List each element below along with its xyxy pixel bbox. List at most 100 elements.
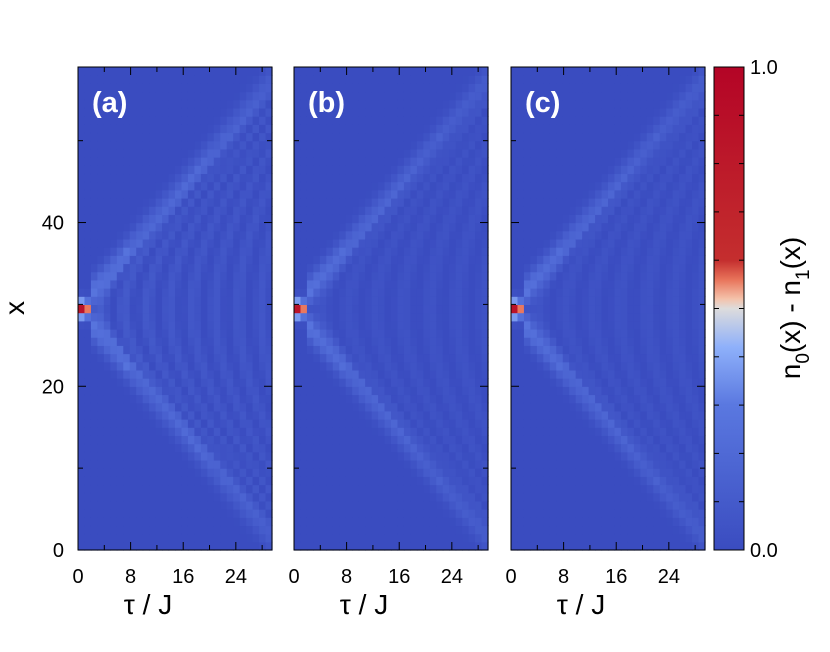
heatmap-cell — [384, 369, 392, 379]
heatmap-cell — [588, 386, 596, 396]
heatmap-cell — [84, 91, 92, 101]
heatmap-cell — [481, 541, 489, 551]
heatmap-cell — [614, 91, 622, 101]
heatmap-cell — [449, 337, 457, 346]
heatmap-cell — [246, 386, 254, 396]
heatmap-cell — [562, 468, 570, 477]
heatmap-cell — [300, 230, 308, 240]
heatmap-cell — [442, 320, 450, 330]
heatmap-cell — [239, 320, 247, 330]
heatmap-cell — [595, 157, 603, 166]
heatmap-cell — [326, 402, 334, 412]
heatmap-cell — [123, 206, 131, 215]
heatmap-cell — [123, 312, 131, 322]
heatmap-cell — [410, 345, 418, 355]
heatmap-cell — [543, 116, 551, 125]
heatmap-cell — [97, 451, 105, 461]
heatmap-cell — [123, 91, 131, 101]
heatmap-cell — [84, 459, 92, 469]
heatmap-cell — [633, 247, 641, 256]
heatmap-cell — [97, 124, 105, 134]
heatmap-cell — [90, 451, 98, 461]
heatmap-cell — [306, 345, 314, 355]
heatmap-cell — [233, 222, 241, 232]
heatmap-cell — [384, 206, 392, 215]
heatmap-cell — [633, 410, 641, 420]
heatmap-cell — [300, 165, 308, 175]
heatmap-cell — [155, 279, 163, 289]
heatmap-cell — [213, 173, 221, 183]
heatmap-cell — [246, 263, 254, 273]
heatmap-cell — [149, 140, 157, 150]
heatmap-cell — [142, 500, 150, 510]
heatmap-cell — [481, 304, 489, 314]
heatmap-cell — [530, 271, 538, 281]
heatmap-cell — [200, 394, 208, 404]
heatmap-cell — [162, 509, 170, 518]
heatmap-cell — [378, 533, 386, 543]
heatmap-cell — [313, 247, 321, 256]
heatmap-cell — [332, 279, 340, 289]
heatmap-cell — [168, 402, 176, 412]
heatmap-cell — [300, 345, 308, 355]
heatmap-cell — [194, 427, 202, 436]
heatmap-cell — [226, 189, 234, 199]
heatmap-cell — [306, 492, 314, 502]
heatmap-cell — [319, 99, 327, 109]
heatmap-cell — [384, 181, 392, 191]
heatmap-cell — [614, 124, 622, 134]
heatmap-cell — [345, 132, 353, 142]
heatmap-cell — [116, 378, 124, 387]
heatmap-cell — [595, 197, 603, 207]
heatmap-cell — [429, 107, 437, 117]
heatmap-cell — [646, 459, 654, 469]
heatmap-cell — [123, 492, 131, 502]
heatmap-cell — [313, 206, 321, 215]
heatmap-cell — [358, 386, 366, 396]
panel-b-xtick-labels: 0 8 16 24 — [288, 566, 463, 588]
heatmap-cell — [129, 435, 137, 445]
heatmap-cell — [129, 451, 137, 461]
heatmap-cell — [265, 533, 273, 543]
heatmap-cell — [300, 99, 308, 109]
heatmap-cell — [155, 140, 163, 150]
heatmap-cell — [391, 419, 399, 428]
heatmap-cell — [332, 67, 340, 76]
heatmap-cell — [123, 386, 131, 396]
heatmap-cell — [595, 140, 603, 150]
heatmap-cell — [226, 402, 234, 412]
heatmap-cell — [136, 75, 144, 84]
heatmap-cell — [468, 525, 476, 535]
heatmap-cell — [416, 468, 424, 477]
heatmap-cell — [252, 107, 260, 117]
heatmap-cell — [475, 214, 483, 224]
heatmap-cell — [601, 500, 609, 510]
heatmap-cell — [416, 132, 424, 142]
heatmap-cell — [103, 238, 111, 248]
heatmap-cell — [326, 394, 334, 404]
heatmap-cell — [319, 394, 327, 404]
heatmap-cell — [149, 288, 157, 297]
heatmap-cell — [403, 247, 411, 256]
heatmap-cell — [194, 75, 202, 84]
heatmap-cell — [614, 492, 622, 502]
heatmap-cell — [300, 107, 308, 117]
heatmap-cell — [391, 279, 399, 289]
heatmap-cell — [252, 148, 260, 158]
heatmap-cell — [653, 427, 661, 436]
heatmap-cell — [116, 361, 124, 371]
heatmap-cell — [306, 353, 314, 363]
heatmap-cell — [429, 148, 437, 158]
heatmap-cell — [410, 222, 418, 232]
heatmap-cell — [620, 410, 628, 420]
heatmap-cell — [403, 451, 411, 461]
heatmap-cell — [365, 304, 373, 314]
panel-a-frame — [77, 66, 273, 551]
heatmap-cell — [378, 206, 386, 215]
heatmap-cell — [556, 328, 564, 338]
heatmap-cell — [300, 271, 308, 281]
heatmap-cell — [511, 345, 519, 355]
heatmap-cell — [294, 509, 302, 518]
heatmap-cell — [549, 353, 557, 363]
heatmap-cell — [300, 222, 308, 232]
